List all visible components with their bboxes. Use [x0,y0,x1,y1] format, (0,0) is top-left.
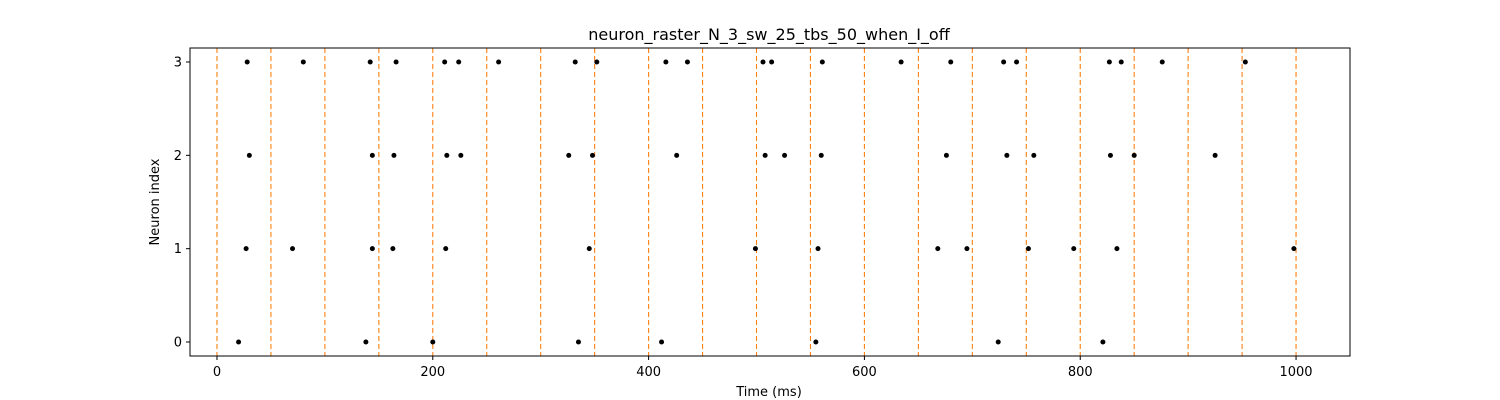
spike-point [391,152,397,158]
spike-point [1212,152,1218,158]
spike-point [369,152,375,158]
spike-point [1106,59,1112,65]
series-neuron-2 [246,152,1218,158]
spike-point [290,246,296,252]
x-tick-label: 200 [420,365,445,380]
plot-frame [189,47,1351,357]
spike-point [813,339,819,345]
spike-point [369,246,375,252]
spike-point [1071,246,1077,252]
spike-point [684,59,690,65]
spike-point [752,246,758,252]
spike-point [244,59,250,65]
spike-point [898,59,904,65]
spike-point [782,152,788,158]
spike-point [663,59,669,65]
spike-point [444,152,450,158]
chart-title: neuron_raster_N_3_sw_25_tbs_50_when_I_of… [588,25,950,45]
x-tick-label: 1000 [1279,365,1312,380]
spike-point [236,339,242,345]
spike-point [586,246,592,252]
spike-point [1114,246,1120,252]
spike-point [443,246,449,252]
spike-point [300,59,306,65]
y-tick-label: 2 [174,149,182,164]
y-tick-label: 0 [174,336,182,351]
spike-point [363,339,369,345]
spike-point [948,59,954,65]
y-tick-label: 3 [174,56,182,71]
spike-point [442,59,448,65]
spike-point [995,339,1001,345]
spike-point [1131,152,1137,158]
spike-point [1004,152,1010,158]
spike-point [1242,59,1248,65]
spike-point [943,152,949,158]
spike-point [1025,246,1031,252]
spike-point [1159,59,1165,65]
x-tick-label: 800 [1068,365,1093,380]
spike-point [456,59,462,65]
spike-point [575,339,581,345]
x-tick-label: 600 [852,365,877,380]
spike-point [674,152,680,158]
spike-point [1291,246,1297,252]
spike-point [762,152,768,158]
x-tick-label: 400 [636,365,661,380]
spike-point [1107,152,1113,158]
x-axis-label: Time (ms) [735,385,802,400]
spike-point [769,59,775,65]
spike-point [243,246,249,252]
spike-point [430,339,436,345]
spike-point [760,59,766,65]
spike-point [589,152,595,158]
spike-point [390,246,396,252]
y-tick-label: 1 [174,242,182,257]
spike-point [1100,339,1106,345]
spike-point [964,246,970,252]
spike-point [935,246,941,252]
spike-point [819,59,825,65]
y-axis-label: Neuron index [148,158,163,245]
spike-point [572,59,578,65]
spike-point [393,59,399,65]
series-neuron-1 [243,246,1297,252]
x-tick-label: 0 [213,365,221,380]
spike-point [496,59,502,65]
spike-point [594,59,600,65]
spike-point [1031,152,1037,158]
series-neuron-3 [244,59,1248,65]
spike-point [1118,59,1124,65]
spike-point [1001,59,1007,65]
spike-point [659,339,665,345]
spike-point [458,152,464,158]
series-neuron-0 [236,339,1106,345]
spike-point [1014,59,1020,65]
spike-point [566,152,572,158]
plot-area [216,48,1297,356]
spike-point [246,152,252,158]
spike-point [367,59,373,65]
spike-point [818,152,824,158]
spike-point [815,246,821,252]
